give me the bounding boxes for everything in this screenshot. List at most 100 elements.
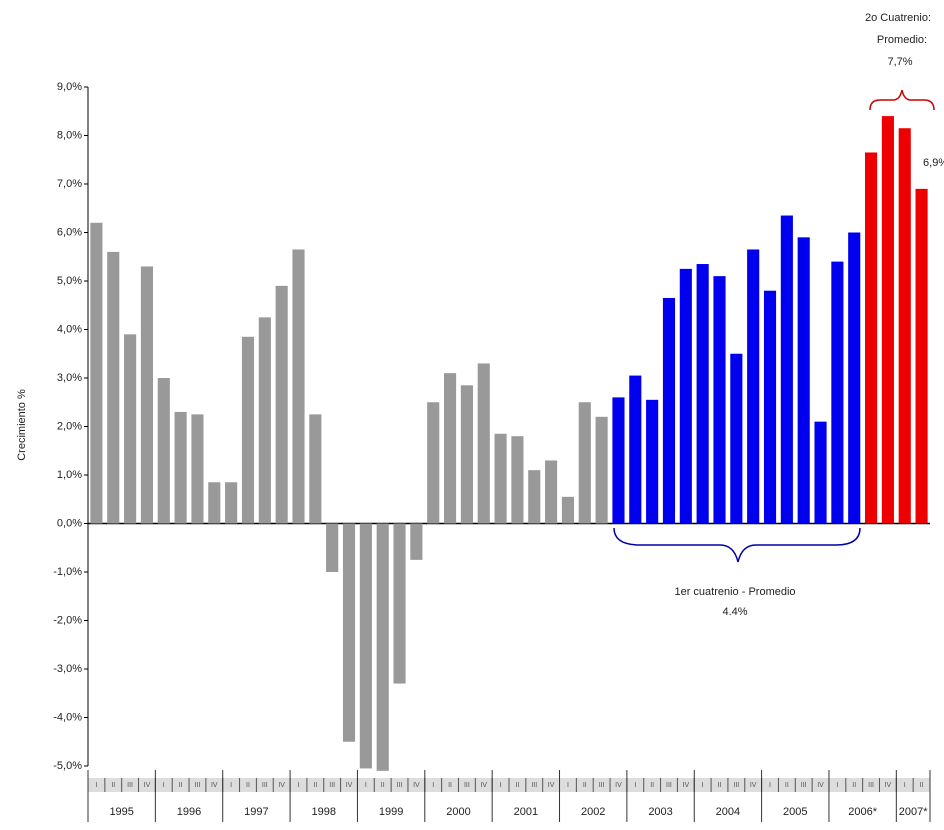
x-tick-label: IV (413, 782, 420, 789)
bar (309, 414, 322, 524)
year-label: 2000 (446, 806, 470, 818)
x-tick-label: I (500, 782, 502, 789)
x-tick-label: II (313, 782, 317, 789)
bar (477, 363, 490, 524)
bar (90, 222, 103, 524)
y-tick-label: 4,0% (57, 323, 82, 335)
x-tick-label: II (448, 782, 452, 789)
annotation: 1er cuatrenio - Promedio (674, 586, 795, 598)
x-tick-label: II (246, 782, 250, 789)
x-tick-label: III (531, 782, 537, 789)
x-tick-label: II (381, 782, 385, 789)
x-tick-label: IV (211, 782, 218, 789)
bar (898, 128, 911, 524)
x-tick-label: II (718, 782, 722, 789)
x-tick-label: III (329, 782, 335, 789)
year-label: 1998 (312, 806, 336, 818)
x-tick-label: IV (750, 782, 757, 789)
y-tick-label: -4,0% (53, 711, 82, 723)
bar (511, 436, 524, 524)
x-tick-label: IV (683, 782, 690, 789)
bar (427, 402, 440, 524)
bar (107, 251, 120, 524)
x-tick-label: I (95, 782, 97, 789)
x-tick-label: III (666, 782, 672, 789)
bar (848, 232, 861, 524)
x-tick-label: III (127, 782, 133, 789)
bar (864, 152, 878, 524)
x-tick-label: I (230, 782, 232, 789)
x-tick-label: III (801, 782, 807, 789)
annotation: 4.4% (722, 606, 747, 618)
y-tick-label: 3,0% (57, 372, 82, 384)
x-tick-label: I (904, 782, 906, 789)
bar (578, 402, 591, 524)
year-label: 1997 (244, 806, 268, 818)
bar (208, 482, 221, 524)
y-tick-label: 6,0% (57, 226, 82, 238)
x-tick-label: III (599, 782, 605, 789)
bar (241, 336, 255, 524)
bar (831, 261, 844, 524)
bar (359, 523, 372, 769)
x-tick-label: III (262, 782, 268, 789)
bar (679, 268, 692, 524)
x-tick-label: II (852, 782, 856, 789)
y-tick-label: 0,0% (57, 517, 82, 529)
bar (410, 523, 423, 560)
year-label: 2005 (783, 806, 807, 818)
x-tick-label: II (583, 782, 587, 789)
x-tick-label: III (397, 782, 403, 789)
bar (275, 285, 288, 524)
bar (393, 523, 406, 684)
bar (797, 237, 810, 524)
x-tick-label: II (179, 782, 183, 789)
brace-blue (613, 527, 861, 563)
brace-red (869, 89, 935, 111)
y-tick-label: 9,0% (57, 81, 82, 93)
bar (881, 116, 894, 524)
bar (460, 385, 473, 524)
y-tick-label: -3,0% (53, 663, 82, 675)
bar (174, 411, 187, 524)
x-tick-label: II (111, 782, 115, 789)
x-tick-label: I (702, 782, 704, 789)
x-tick-label: I (298, 782, 300, 789)
x-tick-label: IV (885, 782, 892, 789)
x-tick-label: IV (615, 782, 622, 789)
year-label: 1999 (379, 806, 403, 818)
year-label: 2004 (716, 806, 740, 818)
x-tick-label: III (195, 782, 201, 789)
bar (780, 215, 793, 524)
year-label: 1996 (177, 806, 201, 818)
value-label: 6,9% (923, 157, 944, 169)
x-tick-label: IV (346, 782, 353, 789)
bar (157, 378, 170, 524)
y-tick-label: 7,0% (57, 178, 82, 190)
x-tick-label: II (785, 782, 789, 789)
x-tick-label: IV (144, 782, 151, 789)
y-tick-label: 8,0% (57, 129, 82, 141)
bar (612, 397, 625, 524)
x-tick-label: IV (548, 782, 555, 789)
y-tick-label: -2,0% (53, 614, 82, 626)
x-tick-label: I (567, 782, 569, 789)
bar (595, 416, 608, 524)
x-tick-label: III (733, 782, 739, 789)
y-tick-label: 1,0% (57, 469, 82, 481)
bar (730, 353, 743, 524)
bar (915, 188, 928, 524)
bar (662, 297, 676, 524)
bar (528, 470, 541, 524)
bar (376, 523, 389, 771)
x-tick-label: II (650, 782, 654, 789)
annotation: Promedio: (877, 34, 927, 46)
bar (494, 433, 507, 524)
bar (140, 266, 154, 524)
bar (326, 523, 339, 572)
year-label: 2006* (848, 806, 877, 818)
bar (443, 373, 457, 524)
bar (713, 276, 726, 524)
x-tick-label: I (365, 782, 367, 789)
y-tick-label: 2,0% (57, 420, 82, 432)
